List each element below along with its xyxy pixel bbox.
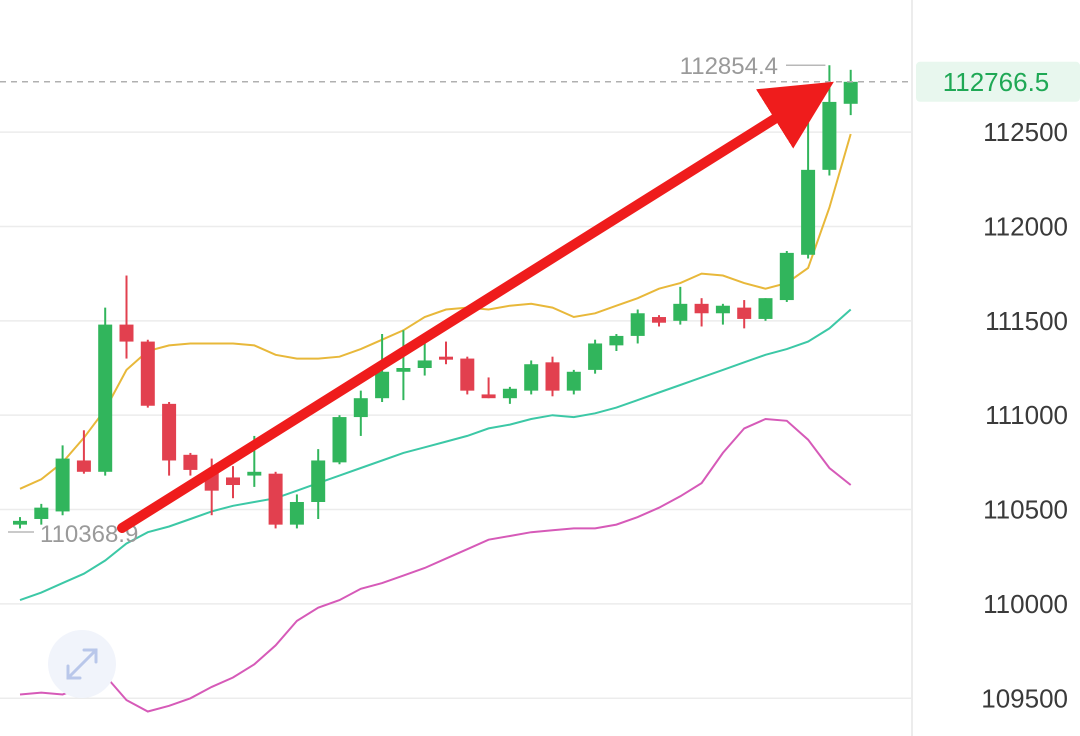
candle-body — [34, 507, 49, 519]
candle-body — [162, 403, 177, 461]
candle — [183, 452, 198, 476]
y-tick-label: 111000 — [985, 400, 1068, 430]
y-tick-label: 110500 — [983, 495, 1068, 525]
candle-body — [779, 252, 794, 301]
candle-body — [247, 471, 262, 476]
grid-lines — [0, 131, 912, 700]
candle-body — [183, 454, 198, 470]
candle — [332, 415, 347, 465]
candle — [737, 300, 752, 329]
candle — [98, 307, 113, 476]
candle — [396, 330, 411, 401]
candle — [694, 298, 709, 327]
candles — [13, 65, 858, 529]
candle — [226, 466, 240, 499]
candle — [439, 341, 453, 365]
candle — [779, 250, 794, 302]
candle-body — [481, 394, 496, 399]
candle-body — [417, 360, 432, 368]
candle-body — [119, 324, 134, 342]
candle-body — [652, 317, 666, 323]
candle — [545, 356, 560, 397]
ma-lower-line — [19, 417, 852, 713]
candle-body — [98, 324, 113, 472]
candle — [588, 339, 603, 374]
candle — [481, 377, 496, 399]
candle-body — [715, 305, 730, 314]
candle-body — [396, 368, 411, 372]
candle-body — [439, 356, 453, 360]
candle-body — [630, 313, 645, 336]
candle-body — [76, 460, 91, 472]
candle-body — [801, 169, 816, 255]
candle-body — [353, 398, 368, 418]
candle — [652, 315, 666, 327]
candle-body — [694, 303, 709, 314]
candle-body — [375, 371, 390, 399]
candle — [55, 445, 70, 516]
candle-body — [140, 341, 155, 406]
candle-body — [524, 364, 539, 391]
candle — [524, 360, 539, 395]
candle — [609, 334, 624, 352]
expand-icon — [66, 648, 98, 680]
price-axis: 112500 112000 111500 111000 110500 110000 1095… — [981, 117, 1068, 713]
candle — [140, 339, 155, 408]
last-price-tag-bg — [916, 61, 1080, 102]
candle — [162, 401, 177, 476]
candle-body — [588, 343, 603, 370]
candle-body — [311, 460, 326, 502]
candle — [460, 356, 475, 395]
candle-body — [55, 458, 70, 512]
candle — [843, 69, 858, 116]
y-tick-label: 109500 — [981, 683, 1068, 713]
candle — [353, 390, 368, 436]
candle — [119, 275, 134, 359]
candle-body — [13, 520, 27, 525]
ma-slow-line — [19, 308, 852, 602]
candle-body — [566, 371, 581, 391]
last-price-tag: 112766.5 — [916, 61, 1080, 102]
candle — [76, 430, 91, 474]
last-price-tag-label: 112766.5 — [943, 67, 1050, 97]
candle — [673, 286, 688, 325]
candle — [801, 122, 816, 259]
candle-body — [737, 307, 752, 319]
candle-body — [545, 362, 560, 391]
candle — [715, 303, 730, 325]
candle — [502, 386, 517, 404]
high-price-label: 112854.4 — [680, 53, 778, 80]
candle — [758, 298, 773, 321]
expand-chart-button[interactable] — [48, 630, 116, 698]
candle — [34, 503, 49, 525]
candle — [630, 309, 645, 344]
moving-average-lines — [19, 133, 852, 713]
candle — [311, 449, 326, 519]
candle-body — [502, 388, 517, 399]
candle-body — [822, 101, 837, 170]
y-tick-label: 110000 — [983, 589, 1068, 619]
y-tick-label: 112500 — [983, 117, 1068, 147]
candle-body — [332, 417, 347, 463]
y-tick-label: 111500 — [985, 306, 1068, 336]
candle — [13, 517, 27, 529]
trend-arrow — [117, 81, 834, 533]
candle-body — [289, 501, 304, 525]
y-tick-label: 112000 — [983, 211, 1068, 241]
candle-body — [758, 298, 773, 319]
candle — [289, 494, 304, 529]
candle — [566, 369, 581, 395]
candle-body — [226, 477, 240, 486]
candle-body — [843, 81, 858, 104]
candle-body — [673, 303, 688, 321]
candle — [268, 471, 283, 529]
candle-body — [460, 358, 475, 391]
high-price-marker: 112854.4 — [680, 53, 826, 80]
candle-body — [268, 473, 283, 525]
candle-body — [609, 335, 624, 346]
ma-fast-line — [19, 133, 852, 490]
